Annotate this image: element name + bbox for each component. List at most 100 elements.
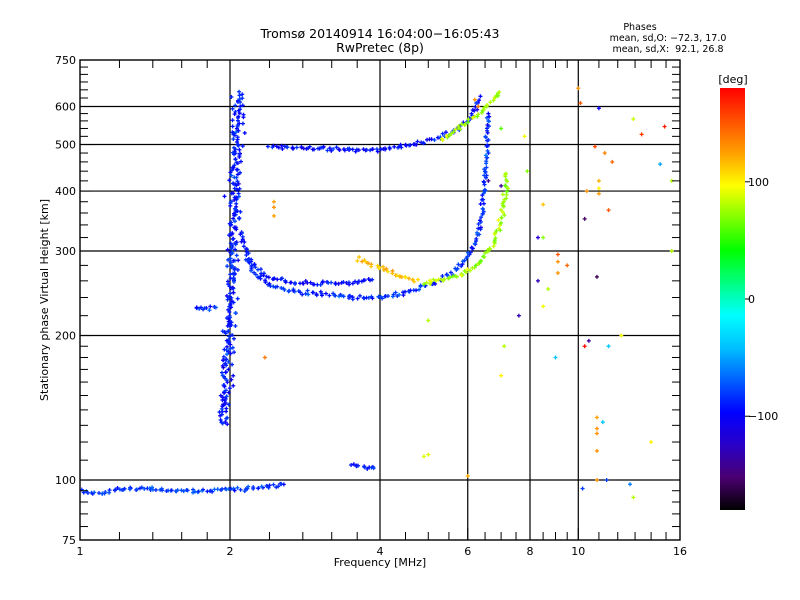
- colorbar-tick-label: 100: [748, 176, 769, 189]
- trace-point: [191, 487, 196, 492]
- trace-point: [298, 290, 303, 295]
- trace-point: [357, 255, 362, 260]
- trace-point: [235, 267, 240, 272]
- trace-point: [351, 462, 356, 467]
- trace-point: [232, 175, 237, 180]
- trace-point: [485, 148, 490, 153]
- trace-point: [482, 173, 487, 178]
- trace-point: [230, 362, 235, 367]
- trace-point: [478, 225, 483, 230]
- trace-point: [318, 282, 323, 287]
- trace-point: [375, 149, 380, 154]
- trace-point: [288, 280, 293, 285]
- trace-point: [474, 236, 479, 241]
- trace-point: [285, 145, 290, 150]
- trace-point: [226, 359, 231, 364]
- trace-point: [228, 346, 233, 351]
- trace-point: [228, 291, 233, 296]
- trace-point: [412, 279, 417, 284]
- trace-point: [397, 274, 402, 279]
- trace-point: [224, 338, 229, 343]
- trace-point: [496, 218, 501, 223]
- trace-point: [235, 485, 240, 490]
- trace-point: [221, 365, 226, 370]
- trace-point: [234, 253, 239, 258]
- trace-point: [476, 221, 481, 226]
- trace-point: [480, 206, 485, 211]
- trace-point: [280, 276, 285, 281]
- trace-point: [231, 258, 236, 263]
- trace-point: [283, 280, 288, 285]
- scatter-point: [580, 486, 585, 491]
- trace-point: [218, 393, 223, 398]
- trace-point: [371, 466, 376, 471]
- trace-point: [225, 422, 230, 427]
- scatter-point: [541, 304, 546, 309]
- trace-point: [233, 310, 238, 315]
- trace-point: [229, 377, 234, 382]
- trace-point: [294, 145, 299, 150]
- trace-point: [385, 294, 390, 299]
- trace-point: [226, 402, 231, 407]
- trace-point: [456, 124, 461, 129]
- trace-point: [230, 251, 235, 256]
- trace-point: [292, 281, 297, 286]
- trace-point: [226, 282, 231, 287]
- trace-point: [233, 247, 238, 252]
- trace-point: [308, 280, 313, 285]
- trace-point: [350, 281, 355, 286]
- trace-point: [103, 489, 108, 494]
- scatter-point: [594, 274, 599, 279]
- trace-point: [356, 463, 361, 468]
- trace-point: [199, 305, 204, 310]
- trace-point: [481, 201, 486, 206]
- scatter-point: [594, 426, 599, 431]
- trace-point: [362, 465, 367, 470]
- trace-point: [369, 264, 374, 269]
- scatter-point: [594, 431, 599, 436]
- trace-point: [238, 170, 243, 175]
- trace-point: [232, 112, 237, 117]
- trace-point: [223, 370, 228, 375]
- trace-point: [224, 378, 229, 383]
- trace-point: [224, 293, 229, 298]
- trace-point: [240, 237, 245, 242]
- trace-point: [230, 333, 235, 338]
- colorbar-gradient: [720, 88, 745, 510]
- trace-point: [468, 250, 473, 255]
- scatter-point: [516, 313, 521, 318]
- trace-point: [504, 196, 509, 201]
- trace-point: [229, 246, 234, 251]
- trace-point: [481, 197, 486, 202]
- trace-point: [271, 276, 276, 281]
- trace-point: [231, 216, 236, 221]
- stats-o-mode: mean, sd,O: −72.3, 17.0: [610, 33, 727, 44]
- chart-subtitle: RwPretec (8p): [336, 40, 424, 55]
- trace-point: [443, 130, 448, 135]
- trace-point: [179, 488, 184, 493]
- trace-point: [231, 191, 236, 196]
- trace-point: [370, 147, 375, 152]
- trace-point: [237, 89, 242, 94]
- trace-point: [333, 293, 338, 298]
- trace-point: [475, 114, 480, 119]
- trace-point: [483, 170, 488, 175]
- trace-point: [480, 193, 485, 198]
- trace-point: [228, 203, 233, 208]
- trace-point: [226, 257, 231, 262]
- trace-point: [472, 241, 477, 246]
- trace-point: [226, 307, 231, 312]
- trace-point: [235, 187, 240, 192]
- trace-point: [249, 259, 254, 264]
- trace-point: [230, 118, 235, 123]
- trace-point: [229, 168, 234, 173]
- trace-point: [431, 277, 436, 282]
- trace-point: [225, 415, 230, 420]
- trace-point: [229, 94, 234, 99]
- trace-point: [465, 267, 470, 272]
- trace-point: [204, 305, 209, 310]
- trace-point: [336, 147, 341, 152]
- trace-point: [226, 367, 231, 372]
- scatter-point: [669, 249, 674, 254]
- trace-point: [442, 277, 447, 282]
